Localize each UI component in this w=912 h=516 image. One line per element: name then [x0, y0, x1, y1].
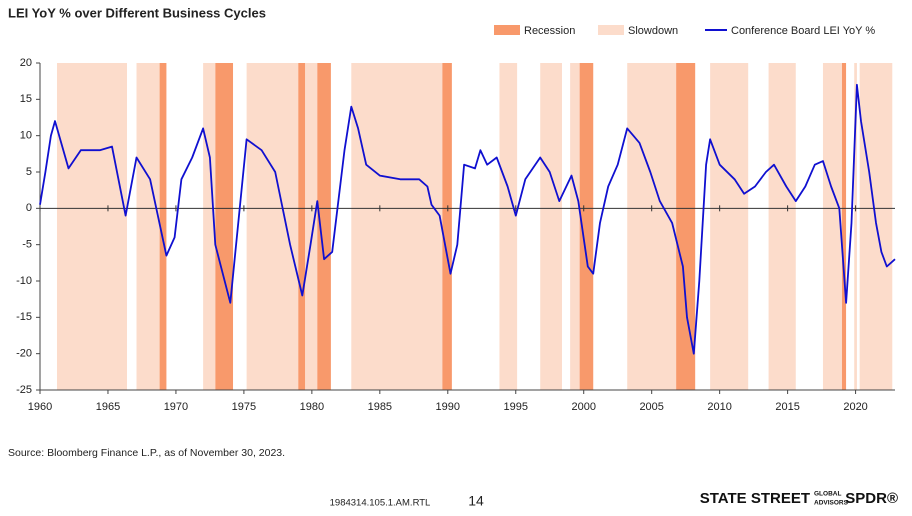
logo-brand: SPDR®: [845, 490, 898, 507]
band: [136, 63, 160, 390]
legend-swatch: [494, 25, 520, 35]
x-tick-label: 1975: [232, 401, 256, 413]
doc-code: 1984314.105.1.AM.RTL: [330, 498, 431, 509]
band: [159, 63, 167, 390]
y-tick-label: 20: [20, 57, 32, 69]
band: [305, 63, 318, 390]
legend-label: Recession: [524, 25, 575, 37]
y-tick-label: -10: [16, 275, 32, 287]
band: [676, 63, 696, 390]
band: [710, 63, 749, 390]
x-tick-label: 1960: [28, 401, 52, 413]
legend-label: Conference Board LEI YoY %: [731, 25, 875, 37]
data-line: [39, 83, 896, 355]
x-tick-label: 2010: [707, 401, 731, 413]
band: [442, 63, 452, 390]
logo-small: ADVISORS: [814, 500, 849, 507]
x-tick-label: 2005: [639, 401, 663, 413]
band: [298, 63, 306, 390]
x-tick-label: 1965: [96, 401, 120, 413]
band: [540, 63, 562, 390]
band: [570, 63, 580, 390]
y-tick-label: 15: [20, 93, 32, 105]
legend-label: Slowdown: [628, 25, 678, 37]
x-tick-label: 1980: [300, 401, 324, 413]
band: [579, 63, 594, 390]
logo: STATE STREET: [700, 490, 810, 507]
y-tick-label: -20: [16, 348, 32, 360]
band: [215, 63, 234, 390]
page-number: 14: [468, 493, 484, 509]
band: [822, 63, 842, 390]
logo-small: GLOBAL: [814, 491, 841, 498]
x-tick-label: 1995: [504, 401, 528, 413]
legend-swatch: [598, 25, 624, 35]
x-tick-label: 1985: [368, 401, 392, 413]
x-tick-label: 2015: [775, 401, 799, 413]
x-tick-label: 2020: [843, 401, 867, 413]
source-note: Source: Bloomberg Finance L.P., as of No…: [8, 447, 285, 459]
x-tick-label: 1970: [164, 401, 188, 413]
band: [627, 63, 677, 390]
x-tick-label: 2000: [571, 401, 595, 413]
y-tick-label: -15: [16, 311, 32, 323]
y-tick-label: 5: [26, 166, 32, 178]
band: [768, 63, 796, 390]
y-tick-label: 10: [20, 130, 32, 142]
y-tick-label: 0: [26, 202, 32, 214]
x-tick-label: 1990: [436, 401, 460, 413]
y-tick-label: -25: [16, 384, 32, 396]
chart-title: LEI YoY % over Different Business Cycles: [8, 5, 266, 20]
band: [854, 63, 857, 390]
band: [499, 63, 518, 390]
band: [841, 63, 847, 390]
y-tick-label: -5: [22, 239, 32, 251]
band: [56, 63, 127, 390]
band: [351, 63, 443, 390]
band: [246, 63, 299, 390]
band: [317, 63, 331, 390]
